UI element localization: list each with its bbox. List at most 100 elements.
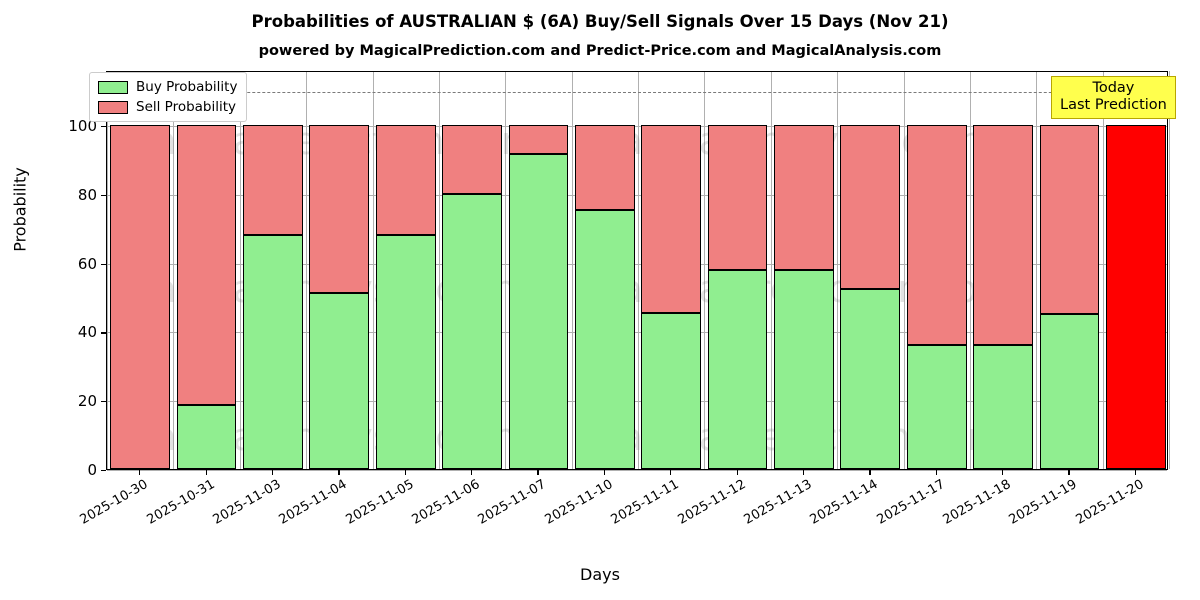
bar-segment-sell[interactable]	[442, 125, 502, 194]
x-axis-label: Days	[580, 565, 620, 584]
gridline-vertical	[837, 71, 839, 469]
x-tick-mark	[869, 470, 871, 475]
bar-segment-buy[interactable]	[906, 345, 967, 469]
bar-segment-sell[interactable]	[774, 125, 834, 271]
bar-segment-buy[interactable]	[574, 209, 635, 469]
legend-swatch-icon	[98, 80, 128, 94]
gridline-horizontal	[107, 470, 1167, 471]
bar-segment-buy[interactable]	[309, 292, 370, 469]
bar-group[interactable]	[243, 70, 303, 469]
bars-layer	[107, 71, 1167, 469]
gridline-horizontal	[107, 126, 1167, 127]
gridline-vertical	[505, 71, 507, 469]
bar-group[interactable]	[641, 70, 702, 469]
y-tick-label: 20	[77, 392, 97, 411]
x-tick-mark	[404, 470, 406, 475]
gridline-vertical	[571, 71, 573, 469]
gridline-horizontal	[107, 263, 1167, 265]
bar-segment-sell[interactable]	[840, 125, 901, 290]
x-tick-mark	[205, 470, 207, 475]
legend-swatch-icon	[98, 100, 128, 114]
y-tick-mark	[101, 263, 106, 265]
bar-group[interactable]	[707, 70, 768, 469]
today-annotation: Today Last Prediction	[1051, 76, 1176, 120]
bar-group[interactable]	[176, 70, 237, 469]
chart-subtitle: powered by MagicalPrediction.com and Pre…	[258, 43, 942, 59]
gridline-vertical	[438, 71, 440, 469]
bar-segment-sell[interactable]	[641, 125, 702, 313]
gridline-horizontal	[107, 332, 1167, 334]
bar-segment-sell[interactable]	[375, 125, 436, 236]
x-tick-mark	[139, 470, 141, 475]
y-tick-label: 60	[77, 254, 97, 273]
x-tick-mark	[471, 470, 473, 475]
chart-legend: Buy Probability Sell Probability	[89, 72, 248, 122]
bar-group[interactable]	[309, 70, 370, 469]
today-line-2: Last Prediction	[1060, 97, 1167, 114]
bar-segment-buy[interactable]	[973, 345, 1033, 469]
x-tick-mark	[271, 470, 274, 475]
bar-group[interactable]	[1039, 70, 1100, 469]
gridline-vertical	[1036, 71, 1038, 469]
bar-group[interactable]	[110, 70, 171, 469]
bar-segment-sell[interactable]	[1039, 125, 1100, 314]
x-tick-mark	[935, 470, 937, 475]
gridline-horizontal	[107, 194, 1167, 196]
bar-segment-buy[interactable]	[774, 270, 834, 469]
x-tick-mark	[670, 470, 672, 475]
bar-group[interactable]	[508, 70, 569, 469]
gridline-vertical	[239, 71, 241, 469]
bar-segment-buy[interactable]	[641, 312, 702, 469]
bar-segment-sell[interactable]	[110, 125, 171, 469]
bar-segment-sell[interactable]	[973, 125, 1033, 346]
y-tick-mark	[101, 332, 106, 334]
bar-segment-buy[interactable]	[1039, 313, 1100, 469]
bar-segment-buy[interactable]	[840, 289, 901, 469]
bar-segment-sell[interactable]	[176, 125, 237, 406]
bar-segment-buy[interactable]	[176, 405, 237, 469]
gridline-vertical	[704, 71, 706, 469]
x-tick-mark	[1002, 470, 1004, 475]
bar-segment-sell[interactable]	[906, 125, 967, 346]
legend-item[interactable]: Buy Probability	[98, 79, 237, 95]
bar-segment-sell[interactable]	[309, 125, 370, 293]
bar-segment-today[interactable]	[1105, 125, 1166, 469]
y-tick-label: 0	[87, 461, 97, 479]
gridline-vertical	[1102, 71, 1104, 469]
bar-segment-buy[interactable]	[243, 235, 303, 469]
bar-segment-buy[interactable]	[508, 154, 569, 469]
x-tick-mark	[1068, 470, 1070, 475]
bar-group[interactable]	[906, 70, 967, 469]
x-tick-mark	[537, 470, 539, 475]
bar-segment-sell[interactable]	[707, 125, 768, 271]
bar-group[interactable]	[774, 70, 834, 469]
bar-segment-sell[interactable]	[508, 125, 569, 155]
bar-segment-sell[interactable]	[574, 125, 635, 210]
bar-group[interactable]	[442, 70, 502, 469]
bar-group[interactable]	[973, 70, 1033, 469]
x-tick-mark	[603, 470, 606, 475]
gridline-vertical	[372, 71, 374, 469]
bar-segment-buy[interactable]	[375, 235, 436, 469]
bar-segment-sell[interactable]	[243, 125, 303, 236]
gridline-vertical	[770, 71, 772, 469]
legend-item[interactable]: Sell Probability	[98, 99, 237, 115]
legend-label: Sell Probability	[136, 99, 237, 115]
gridline-vertical	[173, 71, 175, 469]
y-tick-label: 40	[77, 323, 97, 342]
today-line-1: Today	[1092, 80, 1135, 96]
bar-segment-buy[interactable]	[442, 193, 502, 469]
y-tick-mark	[101, 401, 106, 403]
gridline-vertical	[969, 71, 971, 469]
x-tick-mark	[802, 470, 805, 475]
gridline-horizontal	[107, 401, 1167, 403]
bar-group[interactable]	[840, 70, 901, 469]
bar-group[interactable]	[1105, 70, 1166, 469]
x-tick-mark	[338, 470, 340, 475]
bar-segment-buy[interactable]	[707, 270, 768, 469]
gridline-vertical	[107, 71, 108, 469]
bar-group[interactable]	[574, 70, 635, 469]
bar-group[interactable]	[375, 70, 436, 469]
y-tick-mark	[101, 126, 106, 128]
